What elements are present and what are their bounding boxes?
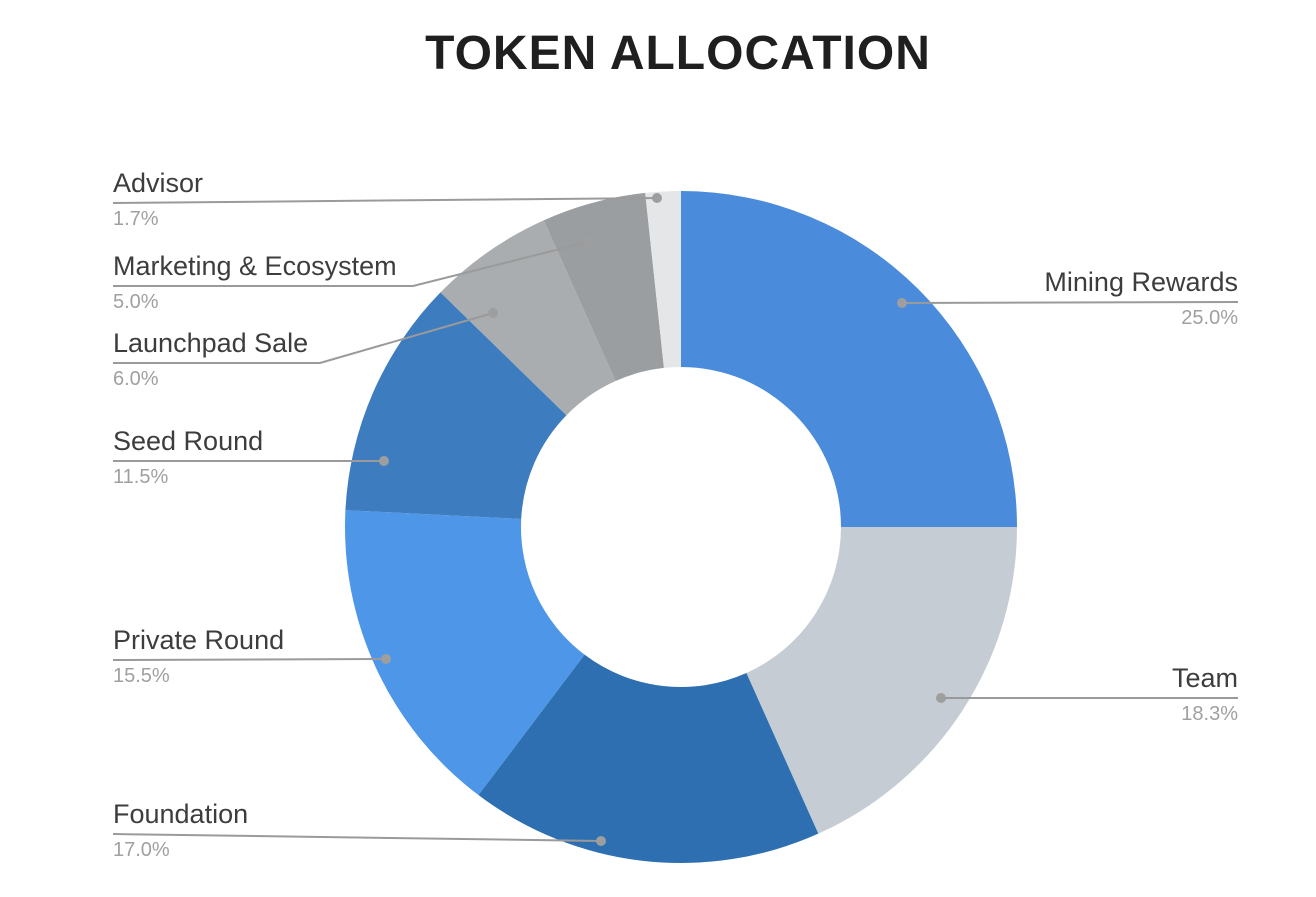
slice-label-marketing-and-ecosystem: Marketing & Ecosystem	[113, 251, 397, 281]
donut-slices	[344, 191, 1017, 863]
slice-private-round	[344, 510, 585, 796]
slice-percent-advisor: 1.7%	[113, 208, 159, 230]
leader-line-private-round	[112, 658, 387, 661]
slice-mining-rewards	[681, 191, 1017, 527]
leader-dot-private-round	[381, 654, 391, 664]
leader-line-launchpad-sale	[113, 312, 494, 364]
slice-advisor	[645, 191, 681, 368]
leader-line-foundation	[112, 833, 602, 842]
leader-line-mining-rewards	[901, 301, 1239, 304]
leader-dot-mining-rewards	[897, 298, 907, 308]
slice-marketing-and-ecosystem	[543, 192, 664, 381]
leader-dot-advisor	[652, 193, 662, 203]
slice-label-launchpad-sale: Launchpad Sale	[113, 328, 309, 358]
slice-percent-launchpad-sale: 6.0%	[113, 368, 159, 390]
slice-label-seed-round: Seed Round	[113, 426, 264, 456]
slice-foundation	[478, 654, 819, 863]
slice-label-team: Team	[1171, 663, 1238, 693]
slice-label-foundation: Foundation	[113, 799, 249, 829]
leader-lines	[112, 193, 1239, 846]
leader-line-advisor	[112, 197, 658, 204]
leader-dot-seed-round	[379, 456, 389, 466]
slice-label-advisor: Advisor	[113, 168, 204, 198]
leader-dot-launchpad-sale	[488, 308, 498, 318]
slice-team	[746, 527, 1017, 834]
slice-percent-foundation: 17.0%	[113, 839, 170, 861]
slice-percent-team: 18.3%	[1181, 703, 1238, 725]
slice-label-private-round: Private Round	[113, 625, 285, 655]
leader-line-marketing-and-ecosystem	[113, 241, 589, 287]
leader-dot-team	[936, 693, 946, 703]
slice-percent-private-round: 15.5%	[113, 665, 170, 687]
leader-dot-foundation	[596, 836, 606, 846]
leader-dot-marketing-and-ecosystem	[583, 237, 593, 247]
chart-title: TOKEN ALLOCATION	[425, 27, 931, 80]
slice-seed-round	[345, 292, 567, 519]
slice-percent-seed-round: 11.5%	[113, 466, 169, 488]
slice-percent-mining-rewards: 25.0%	[1181, 307, 1238, 329]
slice-label-mining-rewards: Mining Rewards	[1044, 267, 1238, 297]
slice-percent-marketing-and-ecosystem: 5.0%	[113, 291, 159, 313]
